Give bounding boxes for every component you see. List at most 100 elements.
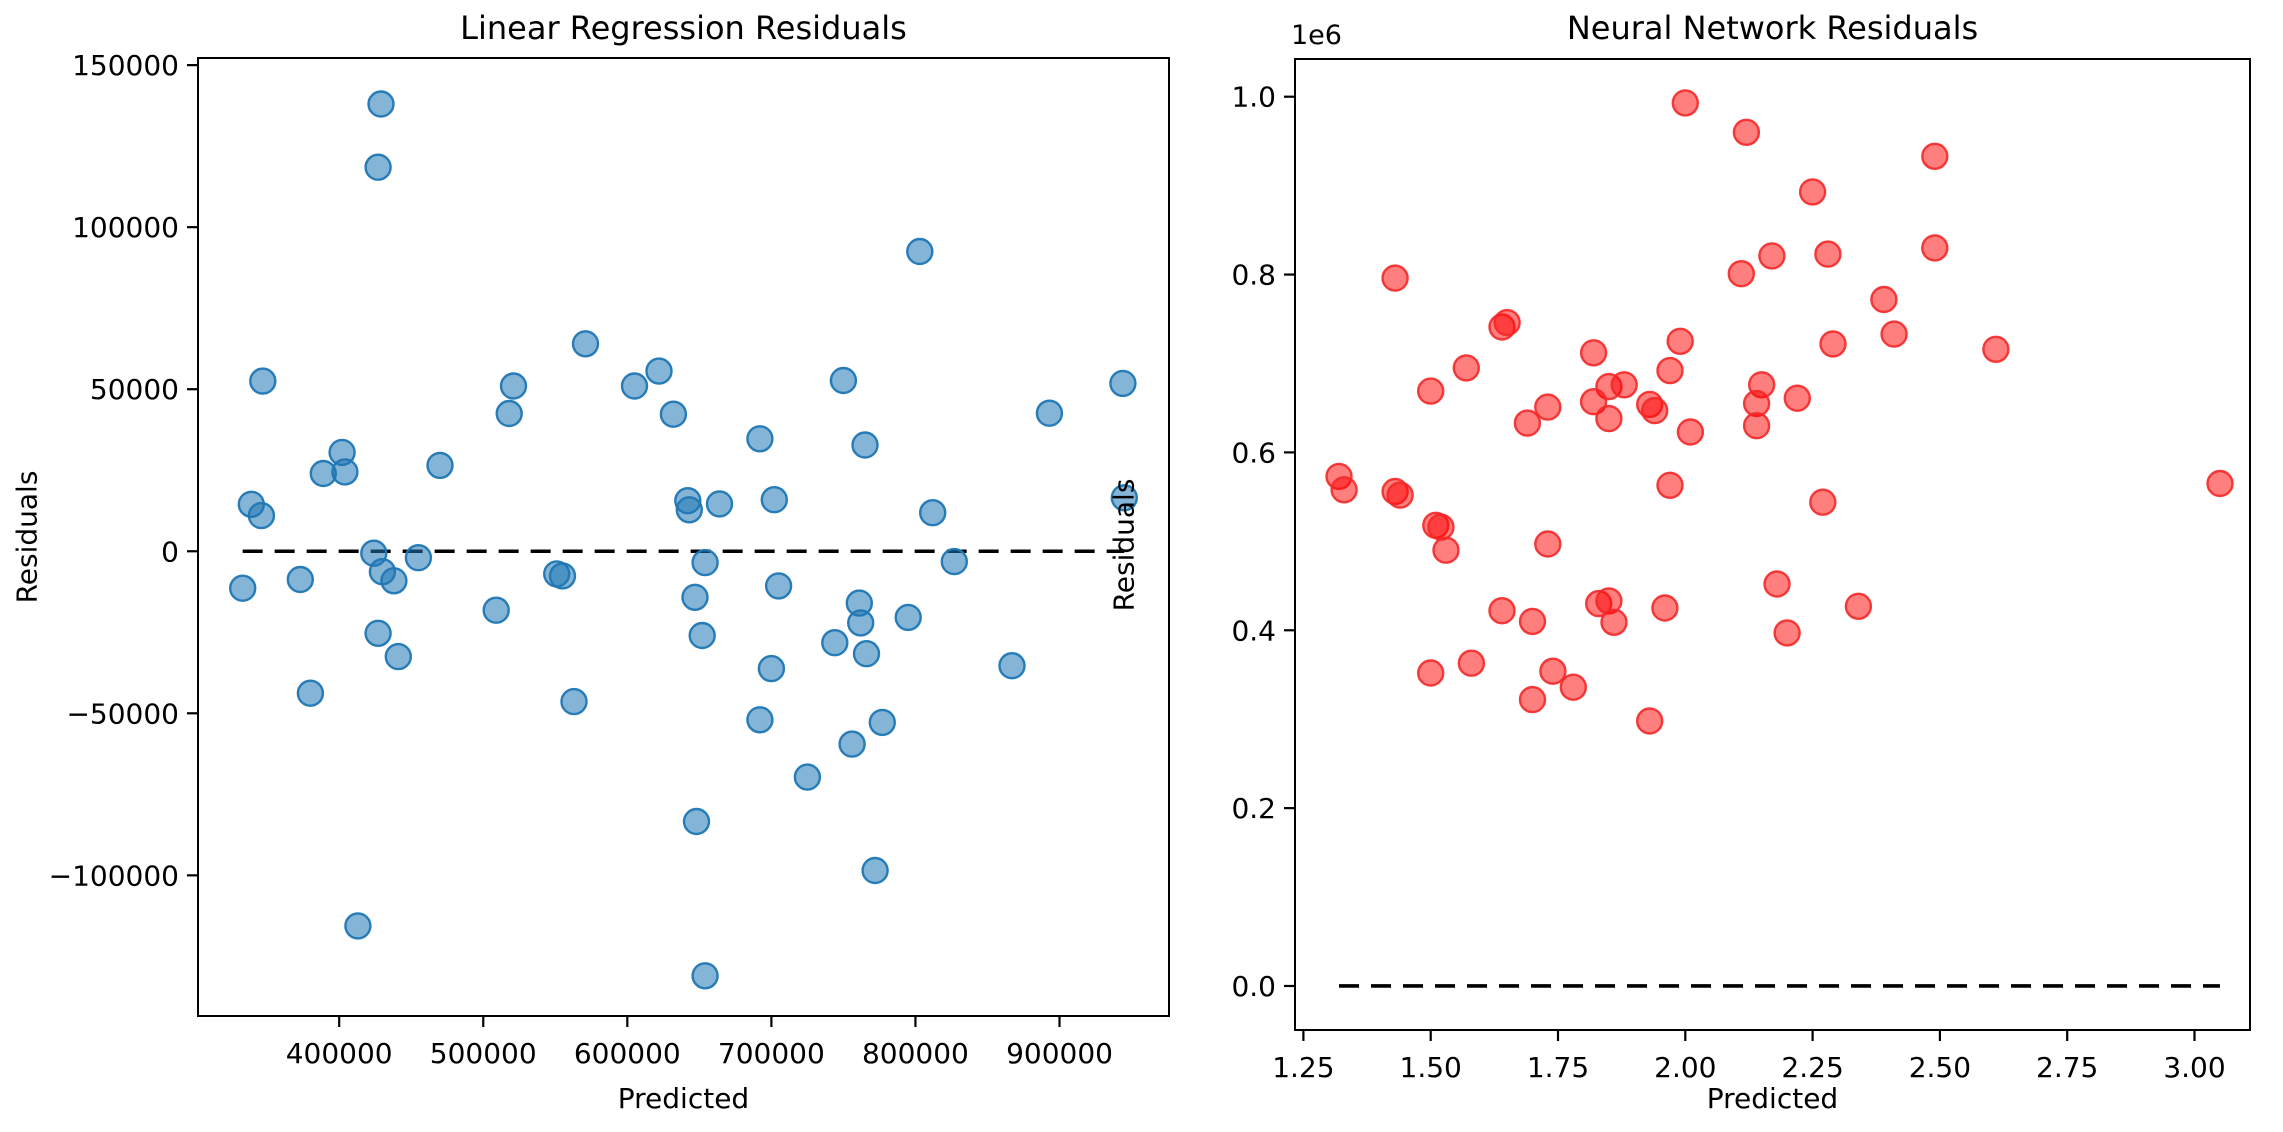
right-plot-data-point [1579,388,1608,416]
left-plot-data-point [384,642,412,671]
right-plot-axis-offset-label: 1e6 [1291,20,1342,51]
left-plot-data-point [331,458,359,486]
right-plot-data-point [1432,536,1460,564]
left-plot-data-point [681,583,709,611]
right-plot-data-point [1727,260,1756,288]
left-plot-data-point [367,90,395,118]
right-plot-data-point [1386,481,1414,509]
right-plot-data-point [1921,142,1949,171]
left-plot-data-point [691,962,719,990]
left-plot-points [228,90,1139,990]
left-plot-data-point [249,367,277,395]
right-plot-data-point [1579,339,1608,367]
left-plot-data-point [1035,399,1064,427]
right-plot-data-point [1416,659,1445,687]
right-plot-data-point [1518,685,1547,714]
right-plot-data-point [1732,118,1761,147]
left-plot-data-point [998,652,1026,680]
right-plot-data-point [1600,608,1628,636]
left-plot-data-point [906,237,934,266]
left-plot-data-point [286,565,314,594]
right-plot-data-point [1809,488,1837,516]
left-plot-data-point [847,609,875,637]
left-plot-data-point [247,501,276,530]
left-plot-data-point [571,330,600,358]
right-plot-data-point [1844,592,1873,620]
right-plot-data-point [1656,471,1684,499]
right-plot-y-tick-label: 0.2 [1231,792,1276,825]
right-plot-data-point [1513,409,1542,437]
left-plot-data-point [675,496,703,524]
right-plot-x-tick-label: 2.00 [1654,1051,1716,1084]
left-plot-data-point [919,499,947,527]
left-plot-data-point [482,596,510,624]
left-plot-x-tick-label: 500000 [430,1037,537,1070]
right-plot-data-point [1559,673,1588,701]
left-plot-data-point [868,708,896,737]
left-plot-x-tick-label: 800000 [862,1037,969,1070]
right-plot-data-point [1457,649,1486,677]
right-plot-data-point [1671,89,1700,117]
right-plot-data-point [1539,657,1567,685]
right-plot-x-tick-label: 1.50 [1400,1051,1462,1084]
right-plot-points [1325,89,2234,735]
left-plot-data-point [691,548,719,577]
left-plot-data-point [851,431,879,459]
left-plot-data-point [380,567,408,595]
left-plot-data-point [705,490,734,518]
right-plot-data-point [1595,404,1623,433]
left-plot-data-point [495,399,523,428]
left-plot-data-point [746,706,774,734]
left-plot-axes: 400000 500000 600000 700000 800000 9000001500… [49,49,1170,1070]
left-plot-y-tick-label: 0 [161,535,179,568]
left-plot-data-point [499,372,528,400]
right-plot-data-point [1534,393,1562,421]
right-plot-ylabel: Residuals [1107,478,1141,612]
left-plot-data-point [894,603,922,632]
left-plot-data-point [1109,369,1137,398]
left-plot-data-point [645,357,673,385]
left-plot-spines [197,57,1170,1017]
right-plot-x-tick-label: 3.00 [2163,1051,2225,1084]
right-plot-y-tick-label: 1.0 [1231,81,1276,114]
right-plot-data-point [1518,607,1547,636]
right-plot-data-point [1783,384,1812,412]
right-plot-x-tick-label: 2.75 [2036,1051,2098,1084]
right-plot-data-point [1763,570,1791,598]
left-plot-data-point [659,400,688,428]
right-plot-data-point [1381,264,1409,292]
left-plot-xlabel: Predicted [617,1082,750,1115]
left-plot-x-tick-label: 600000 [574,1037,681,1070]
right-plot-data-point [1427,513,1455,541]
right-plot-y-tick-label: 0.0 [1231,970,1276,1003]
right-plot-x-tick-label: 1.25 [1272,1051,1334,1084]
right-plot-data-point [1488,597,1516,625]
right-plot-data-point [1635,707,1664,735]
left-plot-x-tick-label: 400000 [286,1037,393,1070]
left-plot-data-point [793,763,822,791]
right-plot-data-point [1814,240,1842,268]
left-plot-data-point [296,679,325,707]
right-plot-x-tick-label: 1.75 [1527,1051,1589,1084]
left-plot-data-point [852,640,881,668]
right-plot-data-point [1798,178,1827,206]
left-plot-data-point [426,451,454,480]
right-plot-data-point [1651,594,1679,622]
left-plot-ylabel: Residuals [10,470,44,604]
left-plot-data-point [364,619,392,647]
left-plot-data-point [838,730,866,758]
right-plot-data-point [1773,619,1801,647]
left-plot-data-point [620,372,649,400]
left-plot-data-point [682,807,711,836]
right-plot-data-point [1742,412,1771,440]
right-plot-data-point [1880,320,1908,348]
right-plot-y-tick-label: 0.6 [1231,436,1276,469]
right-plot-data-point [1870,285,1898,314]
left-plot-data-point [228,574,257,602]
left-plot-x-tick-label: 900000 [1006,1037,1113,1070]
right-plot-x-tick-label: 2.25 [1781,1051,1843,1084]
right-plot-data-point [1330,476,1358,504]
left-plot-y-tick-label: −100000 [49,859,179,892]
